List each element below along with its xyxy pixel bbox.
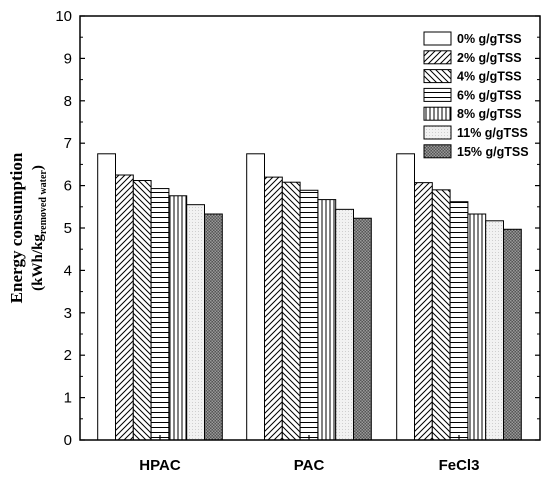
legend-label: 11% g/gTSS: [457, 126, 528, 140]
legend-swatch: [423, 106, 452, 121]
y-tick-label: 7: [64, 135, 72, 152]
legend: 0% g/gTSS 2% g/gTSS 4% g/gTSS 6% g/gTSS 8% g…: [423, 31, 529, 159]
bar-fecl3-series-6: [485, 220, 505, 441]
bar-pac-series-7: [353, 217, 372, 441]
y-tick-label: 1: [64, 390, 72, 407]
legend-label: 4% g/gTSS: [457, 70, 522, 84]
bar-fecl3-series-3: [431, 189, 451, 441]
y-axis-title: Energy consumption (kWh/kgremoved water): [7, 152, 49, 303]
y-tick-label: 8: [64, 93, 72, 110]
bar-pac-series-3: [281, 181, 301, 441]
bar-fecl3-series-7: [503, 228, 522, 441]
bar-hpac-series-2: [115, 174, 134, 441]
bar-pac-series-4: [299, 189, 319, 441]
y-axis-title-line1: Energy consumption: [7, 152, 26, 303]
y-tick-label: 3: [64, 305, 72, 322]
bar-hpac-series-3: [132, 180, 152, 441]
legend-swatch: [423, 125, 452, 140]
x-category-label: FeCl3: [439, 457, 480, 474]
y-tick-label: 5: [64, 220, 72, 237]
y-tick-label: 6: [64, 178, 72, 195]
legend-swatch: [423, 144, 452, 159]
legend-swatch: [423, 50, 452, 65]
legend-swatch: [423, 31, 452, 46]
bars: [97, 153, 522, 441]
bar-fecl3-series-2: [414, 182, 433, 441]
bar-hpac-series-4: [150, 188, 170, 441]
legend-label: 0% g/gTSS: [457, 32, 522, 46]
legend-swatch: [423, 87, 452, 102]
legend-label: 6% g/gTSS: [457, 88, 522, 102]
legend-swatch: [423, 69, 452, 84]
y-tick-label: 9: [64, 50, 72, 67]
bar-fecl3-series-4: [449, 201, 469, 441]
bar-hpac-series-7: [204, 213, 223, 441]
y-tick-label: 0: [64, 432, 72, 449]
legend-label: 2% g/gTSS: [457, 51, 522, 65]
y-tick-label: 10: [55, 8, 72, 25]
bar-hpac-series-5: [168, 195, 188, 441]
legend-label: 8% g/gTSS: [457, 107, 522, 121]
bar-hpac-series-1: [97, 153, 116, 441]
x-category-label: PAC: [294, 457, 325, 474]
bar-fecl3-series-5: [467, 213, 487, 441]
y-axis-unit-main: (kWh/kg: [30, 234, 46, 291]
y-tick-label: 4: [64, 262, 72, 279]
plot-frame: [79, 15, 541, 441]
bar-fecl3-series-1: [396, 153, 416, 441]
x-axis: HPAC PAC FeCl3: [139, 435, 479, 474]
bar-pac-series-1: [246, 153, 265, 441]
bar-pac-series-6: [335, 208, 355, 441]
y-tick-label: 2: [64, 347, 72, 364]
bar-pac-series-5: [317, 199, 337, 441]
x-category-label: HPAC: [139, 457, 181, 474]
y-axis-unit-subscript: removed water: [38, 170, 49, 235]
bar-hpac-series-6: [186, 204, 205, 441]
y-axis-title-line2: (kWh/kgremoved water): [30, 165, 49, 291]
legend-label: 15% g/gTSS: [457, 145, 529, 159]
y-axis: 0 1 2 3 4 5 6 7 8 9 10: [55, 8, 540, 449]
y-axis-unit-end: ): [30, 165, 46, 170]
bar-pac-series-2: [264, 176, 283, 441]
